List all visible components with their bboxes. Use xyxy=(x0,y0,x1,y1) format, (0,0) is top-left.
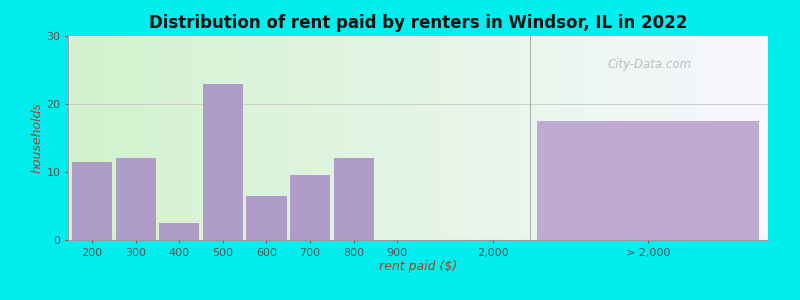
Y-axis label: households: households xyxy=(30,103,43,173)
Title: Distribution of rent paid by renters in Windsor, IL in 2022: Distribution of rent paid by renters in … xyxy=(149,14,687,32)
X-axis label: rent paid ($): rent paid ($) xyxy=(379,260,457,273)
Bar xyxy=(202,84,243,240)
Bar xyxy=(537,121,759,240)
Text: City-Data.com: City-Data.com xyxy=(607,58,691,71)
Bar xyxy=(246,196,286,240)
Bar xyxy=(334,158,374,240)
Bar xyxy=(115,158,156,240)
Bar xyxy=(72,162,112,240)
Bar xyxy=(159,223,199,240)
Bar xyxy=(290,176,330,240)
